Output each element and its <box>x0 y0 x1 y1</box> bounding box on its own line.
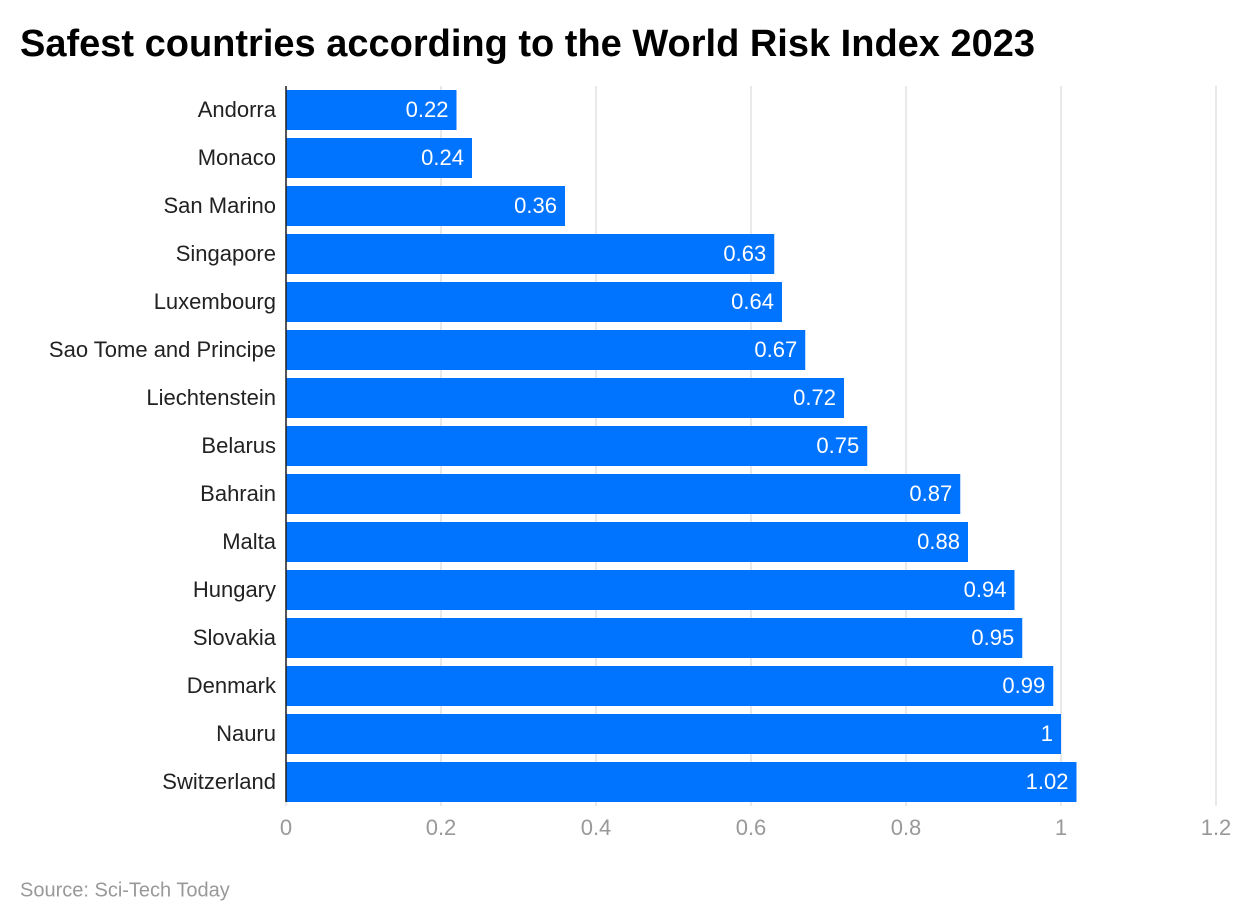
bar <box>286 378 844 418</box>
y-tick-label: Belarus <box>201 433 276 458</box>
value-label: 0.95 <box>971 625 1014 650</box>
bar <box>286 90 457 130</box>
bar <box>286 714 1061 754</box>
value-label: 0.67 <box>754 337 797 362</box>
y-tick-label: San Marino <box>163 193 276 218</box>
value-label: 0.88 <box>917 529 960 554</box>
x-tick-label: 0.8 <box>891 815 922 840</box>
value-label: 0.24 <box>421 145 464 170</box>
value-label: 0.94 <box>964 577 1007 602</box>
y-tick-label: Luxembourg <box>154 289 276 314</box>
y-tick-label: Nauru <box>216 721 276 746</box>
value-label: 0.75 <box>816 433 859 458</box>
bar <box>286 282 782 322</box>
x-tick-label: 0.4 <box>581 815 612 840</box>
value-label: 0.64 <box>731 289 774 314</box>
chart-title: Safest countries according to the World … <box>20 23 1035 65</box>
value-label: 0.36 <box>514 193 557 218</box>
x-tick-label: 0.2 <box>426 815 457 840</box>
y-tick-label: Monaco <box>198 145 276 170</box>
y-tick-label: Sao Tome and Principe <box>49 337 276 362</box>
bar <box>286 138 472 178</box>
bar <box>286 570 1015 610</box>
value-label: 0.87 <box>909 481 952 506</box>
bars: Andorra 0.22 Monaco 0.24 San Marino 0.36 Singa… <box>49 86 1077 802</box>
bar <box>286 474 961 514</box>
bar <box>286 186 565 226</box>
value-label: 1.02 <box>1026 769 1069 794</box>
bar <box>286 234 775 274</box>
y-tick-label: Bahrain <box>200 481 276 506</box>
bar <box>286 330 806 370</box>
y-tick-label: Liechtenstein <box>146 385 276 410</box>
x-tick-label: 1.2 <box>1201 815 1232 840</box>
x-tick-label: 1 <box>1055 815 1067 840</box>
value-label: 0.63 <box>723 241 766 266</box>
y-tick-label: Andorra <box>198 97 277 122</box>
value-label: 0.22 <box>406 97 449 122</box>
y-tick-label: Switzerland <box>162 769 276 794</box>
y-tick-label: Hungary <box>193 577 276 602</box>
x-tick-label: 0 <box>280 815 292 840</box>
bar <box>286 666 1054 706</box>
source: Source: Sci-Tech Today <box>20 879 230 901</box>
value-label: 1 <box>1041 721 1053 746</box>
y-tick-label: Denmark <box>187 673 277 698</box>
value-label: 0.72 <box>793 385 836 410</box>
bar <box>286 762 1077 802</box>
y-tick-label: Singapore <box>176 241 276 266</box>
y-tick-label: Malta <box>222 529 277 554</box>
value-label: 0.99 <box>1002 673 1045 698</box>
y-tick-label: Slovakia <box>193 625 277 650</box>
bar <box>286 426 868 466</box>
x-tick-label: 0.6 <box>736 815 767 840</box>
bar <box>286 618 1023 658</box>
bar <box>286 522 968 562</box>
